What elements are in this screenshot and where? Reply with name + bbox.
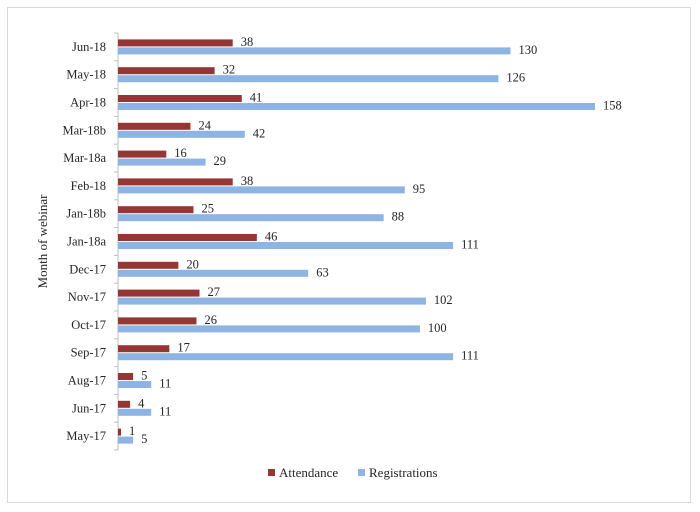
registrations-bar (118, 269, 309, 277)
attendance-data-label: 20 (186, 257, 199, 271)
registrations-data-label: 130 (518, 43, 537, 57)
attendance-data-label: 38 (241, 35, 254, 49)
registrations-bar (118, 186, 405, 194)
registrations-data-label: 111 (461, 349, 479, 363)
attendance-bar (118, 261, 179, 269)
registrations-data-label: 95 (413, 182, 426, 196)
attendance-data-label: 41 (250, 91, 263, 105)
category-tick-label: Jan-18a (67, 235, 106, 249)
registrations-bar (118, 130, 245, 138)
category-tick-label: Mar-18b (63, 123, 107, 137)
registrations-bar (118, 158, 206, 166)
registrations-bar (118, 353, 454, 361)
registrations-data-label: 111 (461, 238, 479, 252)
registrations-bar (118, 103, 595, 110)
category-tick-label: Jun-18 (72, 40, 106, 54)
registrations-bar (118, 75, 499, 83)
attendance-bar (118, 150, 167, 158)
category-tick-label: Jan-18b (66, 207, 106, 221)
attendance-data-label: 25 (201, 202, 214, 216)
registrations-bar (118, 408, 152, 416)
legend-label-registrations: Registrations (369, 465, 438, 480)
registrations-bar (118, 297, 426, 305)
registrations-data-label: 63 (316, 265, 329, 279)
attendance-bar (118, 122, 191, 130)
registrations-bar (118, 242, 454, 249)
attendance-bar (118, 428, 122, 436)
registrations-data-label: 158 (603, 99, 622, 113)
attendance-data-label: 16 (174, 146, 187, 160)
registrations-data-label: 102 (434, 293, 453, 307)
attendance-bar (118, 234, 257, 241)
legend-swatch-attendance (268, 469, 275, 476)
registrations-data-label: 42 (253, 126, 266, 140)
legend-swatch-registrations (358, 469, 365, 476)
category-tick-label: Apr-18 (70, 96, 106, 110)
category-tick-label: Sep-17 (71, 346, 106, 360)
registrations-data-label: 5 (141, 432, 147, 446)
attendance-bar (118, 178, 233, 186)
attendance-bar (118, 400, 131, 408)
attendance-bar (118, 95, 242, 102)
category-tick-label: Dec-17 (69, 262, 106, 276)
registrations-data-label: 29 (214, 154, 227, 168)
category-tick-label: May-18 (66, 68, 106, 82)
registrations-data-label: 11 (159, 377, 171, 391)
y-axis-title: Month of webinar (35, 194, 50, 289)
attendance-bar (118, 373, 134, 380)
registrations-bar (118, 325, 420, 333)
registrations-bar (118, 214, 384, 222)
registrations-data-label: 126 (506, 71, 525, 85)
attendance-data-label: 4 (138, 396, 145, 410)
attendance-data-label: 38 (241, 174, 254, 188)
chart-frame (7, 7, 691, 503)
category-tick-label: Nov-17 (68, 290, 106, 304)
registrations-bar (118, 436, 134, 444)
category-tick-label: Jun-17 (72, 401, 106, 415)
category-tick-label: Aug-17 (68, 374, 106, 388)
category-tick-label: Mar-18a (63, 151, 106, 165)
registrations-data-label: 100 (428, 321, 447, 335)
attendance-bar (118, 345, 170, 353)
registrations-data-label: 88 (392, 210, 405, 224)
attendance-data-label: 32 (223, 63, 236, 77)
category-tick-label: May-17 (66, 429, 106, 443)
attendance-data-label: 17 (177, 341, 190, 355)
legend-label-attendance: Attendance (279, 465, 338, 480)
registrations-bar (118, 47, 511, 55)
attendance-bar (118, 206, 194, 214)
category-tick-label: Oct-17 (71, 318, 106, 332)
attendance-data-label: 26 (204, 313, 217, 327)
attendance-bar (118, 39, 233, 47)
attendance-data-label: 24 (198, 118, 211, 132)
attendance-bar (118, 289, 200, 297)
category-tick-label: Feb-18 (71, 179, 106, 193)
attendance-bar (118, 67, 215, 75)
attendance-data-label: 1 (129, 424, 135, 438)
registrations-data-label: 11 (159, 404, 171, 418)
registrations-bar (118, 381, 152, 388)
attendance-bar (118, 317, 197, 325)
attendance-data-label: 5 (141, 369, 147, 383)
attendance-data-label: 46 (265, 230, 278, 244)
attendance-data-label: 27 (208, 285, 221, 299)
